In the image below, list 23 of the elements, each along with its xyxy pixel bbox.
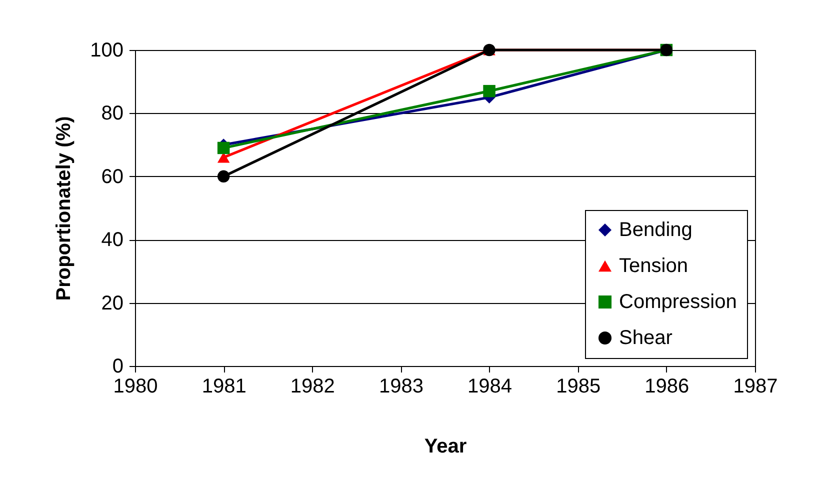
- legend-label: Bending: [619, 219, 692, 241]
- legend-label: Shear: [619, 327, 673, 349]
- y-axis-title: Proportionately (%): [53, 116, 76, 301]
- point: [483, 84, 496, 98]
- x-tick-label: 1982: [290, 376, 335, 398]
- y-tick-label: 80: [101, 102, 124, 125]
- x-axis-title: Year: [424, 436, 467, 458]
- x-tick-label: 1984: [468, 376, 512, 398]
- y-tick-label: 40: [101, 229, 124, 252]
- x-tick-label: 1983: [378, 376, 424, 398]
- x-tick-label: 1985: [556, 376, 601, 398]
- x-tick-label: 1980: [113, 376, 158, 398]
- y-tick-label: 20: [101, 292, 124, 314]
- y-tick-label: 100: [90, 40, 124, 62]
- y-tick-label: 60: [101, 166, 124, 188]
- y-tick-label: 0: [112, 356, 124, 378]
- x-tick-label: 1987: [733, 376, 778, 398]
- point: [217, 170, 230, 183]
- legend-label: Compression: [619, 291, 737, 313]
- point: [217, 142, 230, 154]
- x-tick-label: 1986: [644, 376, 690, 398]
- legend-label: Tension: [619, 255, 688, 277]
- x-tick-label: 1981: [202, 376, 246, 398]
